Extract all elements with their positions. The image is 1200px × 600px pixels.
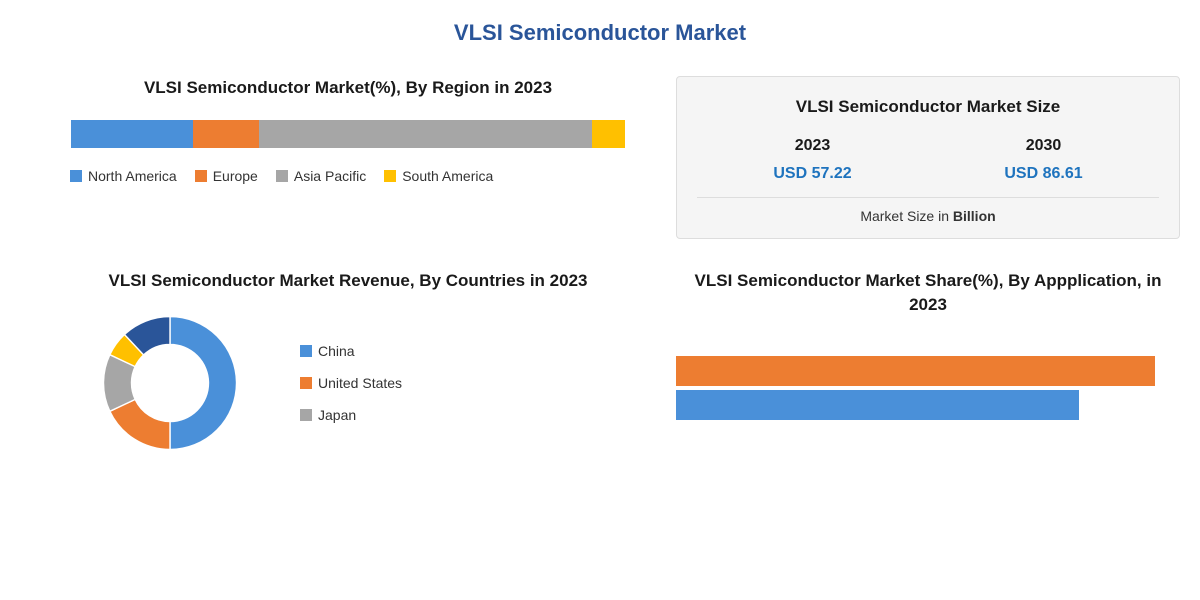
region-legend: North America Europe Asia Pacific South Ame…	[40, 168, 656, 184]
main-title: VLSI Semiconductor Market	[40, 20, 1160, 46]
region-segment	[592, 120, 625, 148]
country-donut-chart	[70, 313, 270, 453]
region-segment	[193, 120, 260, 148]
legend-item: South America	[384, 168, 493, 184]
legend-swatch	[195, 170, 207, 182]
legend-label: Europe	[213, 168, 258, 184]
size-footer-bold: Billion	[953, 208, 996, 224]
legend-swatch	[384, 170, 396, 182]
legend-item: North America	[70, 168, 177, 184]
legend-label: Asia Pacific	[294, 168, 366, 184]
application-chart-title: VLSI Semiconductor Market Share(%), By A…	[676, 269, 1180, 317]
legend-item: United States	[300, 375, 402, 391]
size-col-1: 2030 USD 86.61	[1004, 137, 1082, 183]
size-year-0: 2023	[773, 137, 851, 155]
application-chart-panel: VLSI Semiconductor Market Share(%), By A…	[676, 269, 1180, 453]
size-footer-prefix: Market Size in	[860, 208, 953, 224]
legend-swatch	[300, 377, 312, 389]
country-chart-title: VLSI Semiconductor Market Revenue, By Co…	[40, 269, 656, 293]
legend-label: United States	[318, 375, 402, 391]
legend-swatch	[300, 409, 312, 421]
region-chart-title: VLSI Semiconductor Market(%), By Region …	[40, 76, 656, 100]
region-stacked-bar	[71, 120, 625, 148]
legend-label: North America	[88, 168, 177, 184]
legend-swatch	[300, 345, 312, 357]
application-bars	[676, 336, 1180, 420]
legend-item: Asia Pacific	[276, 168, 366, 184]
application-bar	[676, 390, 1079, 420]
market-size-card-title: VLSI Semiconductor Market Size	[697, 95, 1159, 119]
market-size-card: VLSI Semiconductor Market Size 2023 USD …	[676, 76, 1180, 239]
legend-swatch	[70, 170, 82, 182]
legend-label: South America	[402, 168, 493, 184]
market-size-columns: 2023 USD 57.22 2030 USD 86.61	[697, 137, 1159, 183]
size-value-1: USD 86.61	[1004, 165, 1082, 183]
size-year-1: 2030	[1004, 137, 1082, 155]
legend-swatch	[276, 170, 288, 182]
country-legend: China United States Japan	[300, 343, 402, 423]
region-segment	[71, 120, 193, 148]
legend-item: Japan	[300, 407, 402, 423]
legend-label: China	[318, 343, 355, 359]
country-chart-panel: VLSI Semiconductor Market Revenue, By Co…	[40, 269, 656, 453]
region-segment	[259, 120, 592, 148]
application-bar	[676, 356, 1155, 386]
legend-label: Japan	[318, 407, 356, 423]
market-size-footer: Market Size in Billion	[697, 197, 1159, 224]
size-col-0: 2023 USD 57.22	[773, 137, 851, 183]
donut-wrap: China United States Japan	[40, 313, 656, 453]
region-chart-panel: VLSI Semiconductor Market(%), By Region …	[40, 76, 656, 239]
donut-slice	[170, 316, 237, 449]
size-value-0: USD 57.22	[773, 165, 851, 183]
legend-item: China	[300, 343, 402, 359]
dashboard-grid: VLSI Semiconductor Market(%), By Region …	[40, 76, 1160, 453]
legend-item: Europe	[195, 168, 258, 184]
